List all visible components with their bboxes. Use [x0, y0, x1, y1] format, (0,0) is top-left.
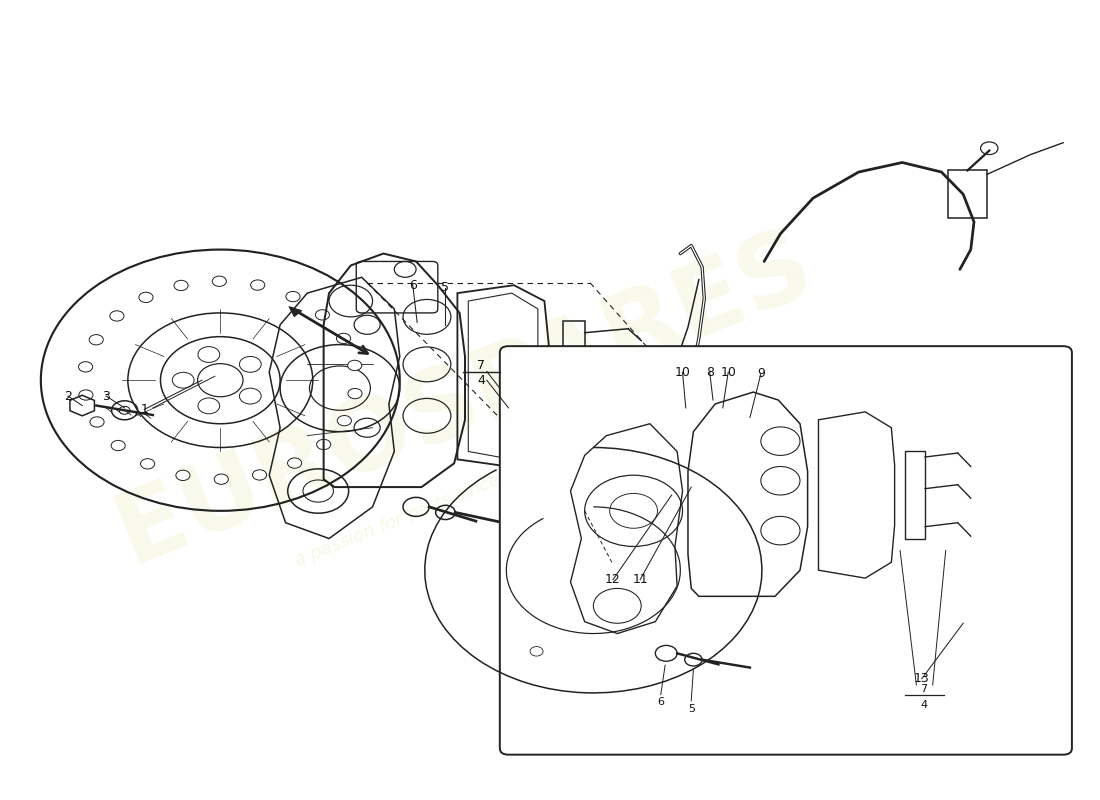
Circle shape — [338, 415, 351, 426]
Circle shape — [198, 398, 220, 414]
Text: 1: 1 — [140, 403, 148, 416]
Text: EUROSPARES: EUROSPARES — [103, 216, 827, 584]
Text: 13: 13 — [914, 672, 929, 685]
Circle shape — [90, 417, 104, 427]
Text: a passion for parts since 1985: a passion for parts since 1985 — [293, 451, 551, 570]
Text: 7: 7 — [477, 359, 485, 373]
Text: 12: 12 — [605, 574, 620, 586]
Circle shape — [251, 280, 265, 290]
FancyBboxPatch shape — [499, 346, 1071, 754]
Circle shape — [173, 372, 194, 388]
Bar — [689, 408, 737, 421]
Circle shape — [198, 346, 220, 362]
Circle shape — [111, 441, 125, 450]
Text: 8: 8 — [706, 366, 714, 378]
Circle shape — [174, 280, 188, 290]
Text: 10: 10 — [720, 366, 736, 378]
Circle shape — [198, 364, 243, 397]
Text: 6: 6 — [658, 698, 664, 707]
Circle shape — [240, 388, 261, 404]
Circle shape — [78, 362, 92, 372]
Circle shape — [316, 310, 330, 320]
Circle shape — [348, 389, 362, 398]
Text: 2: 2 — [64, 390, 72, 402]
Circle shape — [286, 291, 300, 302]
Text: 3: 3 — [102, 390, 110, 402]
Circle shape — [141, 458, 155, 469]
Circle shape — [240, 357, 261, 372]
Polygon shape — [289, 306, 301, 317]
Bar — [948, 170, 987, 218]
Text: 4: 4 — [477, 374, 485, 386]
Circle shape — [317, 439, 331, 450]
Circle shape — [176, 470, 190, 481]
Bar — [905, 451, 925, 538]
Text: 9: 9 — [757, 367, 764, 380]
Circle shape — [253, 470, 266, 480]
Bar — [663, 392, 681, 421]
Text: 5: 5 — [441, 281, 450, 294]
Circle shape — [214, 474, 229, 484]
Circle shape — [337, 334, 351, 343]
Circle shape — [139, 292, 153, 302]
Circle shape — [530, 646, 543, 656]
Text: 5: 5 — [688, 704, 695, 714]
Circle shape — [110, 310, 124, 321]
Circle shape — [212, 276, 227, 286]
Circle shape — [89, 334, 103, 345]
Circle shape — [348, 360, 362, 370]
Text: 11: 11 — [632, 574, 648, 586]
Text: 7: 7 — [921, 684, 927, 694]
Text: 6: 6 — [409, 278, 417, 292]
Text: 10: 10 — [674, 366, 691, 378]
Circle shape — [79, 390, 92, 400]
Text: 4: 4 — [921, 700, 927, 710]
Circle shape — [287, 458, 301, 468]
